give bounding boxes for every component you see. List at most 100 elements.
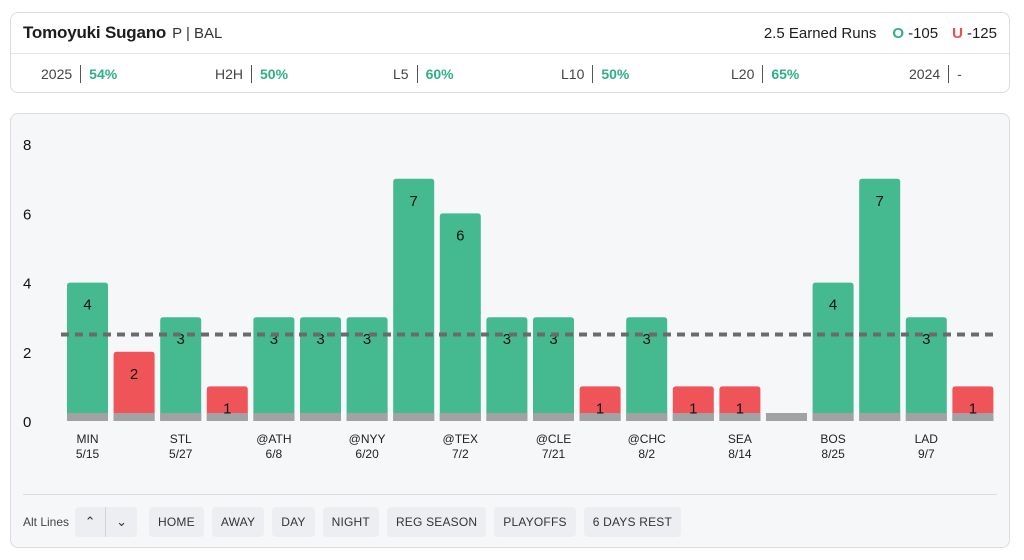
y-tick-label: 4 [23,276,31,293]
bar-baseline-strip [672,413,714,421]
x-tick-date: 8/14 [728,447,752,461]
under-odds[interactable]: -125 [966,24,997,42]
chevron-up-icon: ⌃ [84,514,96,529]
x-tick-opponent: @CLE [536,432,572,446]
stat-divider [80,65,82,83]
bar [626,317,668,421]
bar [719,386,761,421]
bar-value-label: 4 [829,297,837,314]
x-tick-opponent: @NYY [349,432,386,446]
bar [859,178,901,421]
x-tick-date: 6/20 [355,447,379,461]
stat-label: L10 [561,66,585,82]
x-tick-opponent: SEA [728,432,752,446]
stat-l10[interactable]: L10 50% [561,54,629,94]
bar [67,282,108,421]
alt-line-down-button[interactable]: ⌄ [106,507,138,537]
bar-value-label: 1 [223,400,231,417]
stat-label: 2025 [41,66,73,82]
bar-series [67,178,994,421]
stat-value: 50% [601,66,630,82]
stat-label: L5 [393,66,409,82]
bar-baseline-strip [439,413,481,421]
bar-baseline-strip [579,413,621,421]
stat-label: 2024 [909,66,941,82]
stat-label: H2H [215,66,244,82]
player-name[interactable]: Tomoyuki Sugano [23,23,167,42]
bar-value-labels: 4 2 3 1 3 3 3 7 6 3 3 1 3 1 1 4 7 3 1 [83,193,977,418]
x-tick-opponent: @TEX [443,432,479,446]
stat-value: 50% [260,66,289,82]
y-axis: 0 2 4 6 8 [23,137,31,431]
bar [160,317,202,421]
alt-line-up-button[interactable]: ⌃ [75,507,107,537]
x-tick-date: 9/7 [918,447,935,461]
x-tick-date: 5/15 [76,447,100,461]
bar-value-label: 6 [456,227,464,244]
filter-reg-season-button[interactable]: REG SEASON [386,507,487,537]
stat-value: - [957,66,962,82]
bar-value-label: 7 [410,193,418,210]
bar-value-label: 1 [736,400,744,417]
x-tick-date: 8/25 [821,447,845,461]
stat-h2h[interactable]: H2H 50% [215,54,288,94]
filter-night-button[interactable]: NIGHT [322,507,379,537]
y-tick-label: 6 [23,206,31,223]
bar [905,317,947,421]
bar [253,317,295,421]
x-tick-opponent: LAD [915,432,939,446]
alt-lines-label: Alt Lines [23,515,70,529]
stat-2025[interactable]: 2025 54% [41,54,117,94]
x-tick-opponent: @CHC [628,432,667,446]
bar [579,386,621,421]
filter-playoffs-button[interactable]: PLAYOFFS [494,507,576,537]
x-tick-opponent: STL [170,432,192,446]
bar [206,386,248,421]
x-tick-date: 7/2 [452,447,469,461]
bar-value-label: 3 [270,331,278,348]
bar-baseline-strip [859,413,901,421]
bar-baseline-strip [253,413,295,421]
bar-baseline-strip [67,413,108,421]
y-tick-label: 0 [23,414,31,431]
prop-line-summary: 2.5 Earned Runs O -105 U -125 [764,25,997,42]
bar [346,317,388,421]
x-tick-opponent: MIN [77,432,99,446]
bar [812,282,854,421]
bar-value-label: 3 [316,331,324,348]
filter-rest-days-button[interactable]: 6 DAYS REST [583,507,682,537]
bar [393,178,435,421]
bar-baseline-strip [719,413,761,421]
stat-l20[interactable]: L20 65% [731,54,799,94]
bar-value-label: 3 [643,331,651,348]
stat-l5[interactable]: L5 60% [393,54,454,94]
filter-day-button[interactable]: DAY [272,507,315,537]
prop-header-card: Tomoyuki Sugano P | BAL 2.5 Earned Runs … [10,12,1010,93]
prop-line-label: 2.5 Earned Runs [763,24,877,42]
bar-value-label: 1 [596,400,604,417]
x-tick-date: 7/21 [542,447,566,461]
filter-away-button[interactable]: AWAY [211,507,265,537]
y-tick-label: 2 [23,345,31,362]
filter-home-button[interactable]: HOME [149,507,204,537]
bar [300,317,341,421]
stat-value: 54% [89,66,118,82]
bar-baseline-strip [486,413,528,421]
stat-value: 65% [771,66,800,82]
bar-value-label: 3 [922,331,930,348]
over-odds[interactable]: -105 [908,24,939,42]
bar-value-label: 2 [130,366,138,383]
stat-2024[interactable]: 2024 - [909,54,962,94]
bar [952,386,994,421]
bar [439,213,481,421]
bar-baseline-strip [206,413,248,421]
bar [113,351,155,421]
bar [533,317,574,421]
bar-value-label: 3 [503,331,511,348]
stat-value: 60% [425,66,454,82]
stat-divider [416,65,418,83]
bar-value-label: 1 [969,400,977,417]
bar-baseline-strip [766,413,807,421]
